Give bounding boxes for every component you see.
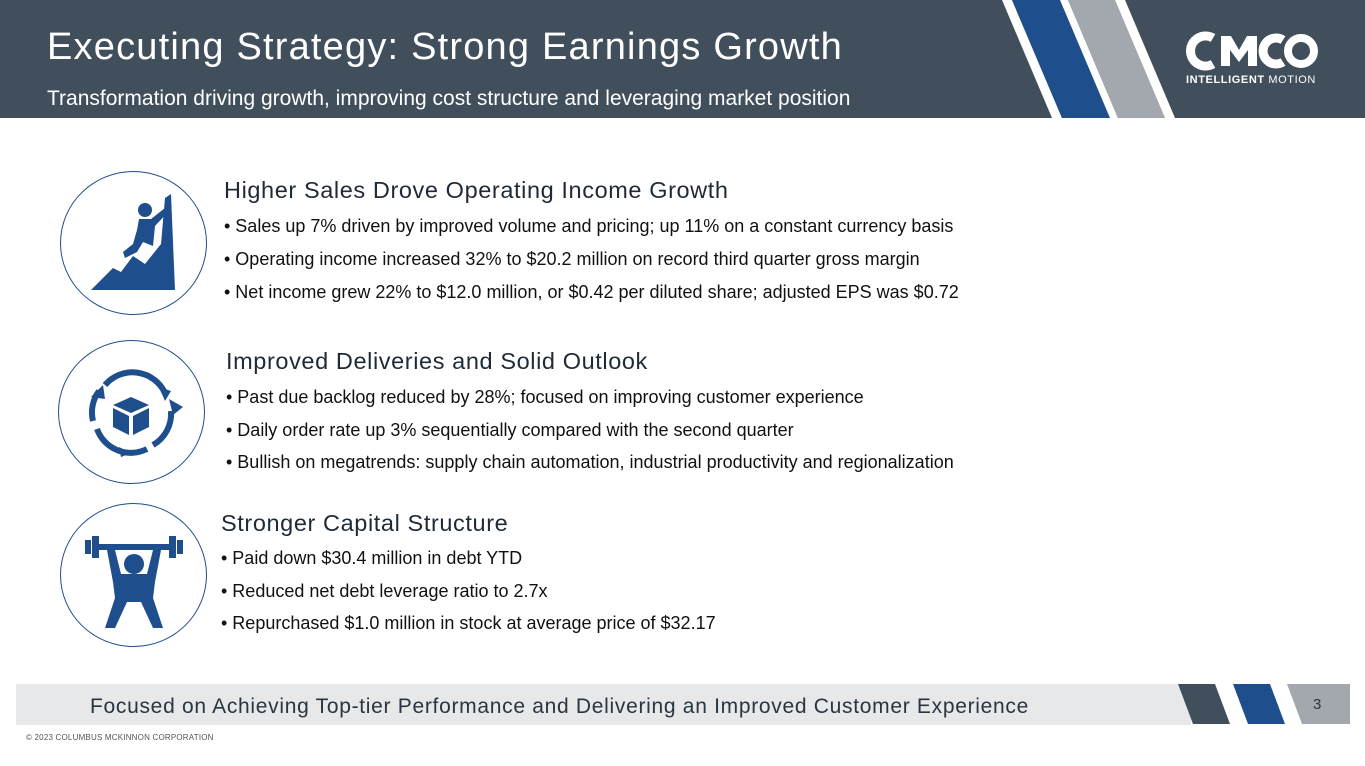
cmco-logo-mark: [1186, 31, 1318, 71]
bullet-item: • Repurchased $1.0 million in stock at a…: [221, 613, 716, 633]
footer-band: [16, 684, 1191, 725]
climber-icon: [91, 194, 175, 290]
page-title: Executing Strategy: Strong Earnings Grow…: [47, 26, 844, 68]
copyright-notice: © 2023 COLUMBUS MCKINNON CORPORATION: [26, 733, 214, 742]
bullet-item: • Bullish on megatrends: supply chain au…: [226, 452, 954, 472]
bullet-item: • Net income grew 22% to $12.0 million, …: [224, 282, 959, 302]
cmco-logo: INTELLIGENT MOTION: [1183, 30, 1323, 90]
climber-icon-circle: [60, 171, 207, 315]
bullet-item: • Paid down $30.4 million in debt YTD: [221, 548, 523, 568]
header-stripes: [1002, 0, 1175, 118]
page-subtitle: Transformation driving growth, improving…: [47, 87, 851, 110]
bullet-item: • Sales up 7% driven by improved volume …: [224, 216, 954, 236]
section-title: Improved Deliveries and Solid Outlook: [226, 348, 648, 374]
slide-header: Executing Strategy: Strong Earnings Grow…: [0, 0, 1365, 118]
footer-tagline: Focused on Achieving Top-tier Performanc…: [90, 695, 1029, 718]
page-number: 3: [1313, 696, 1322, 713]
weightlifter-icon-circle: [60, 503, 207, 647]
logo-tagline: INTELLIGENT MOTION: [1186, 74, 1316, 86]
section-title: Higher Sales Drove Operating Income Grow…: [224, 177, 729, 203]
bullet-item: • Operating income increased 32% to $20.…: [224, 249, 920, 269]
weightlifter-icon: [85, 536, 183, 628]
bullet-item: • Past due backlog reduced by 28%; focus…: [226, 387, 864, 407]
section-title: Stronger Capital Structure: [221, 510, 509, 536]
bullet-item: • Daily order rate up 3% sequentially co…: [226, 420, 794, 440]
bullet-item: • Reduced net debt leverage ratio to 2.7…: [221, 581, 548, 601]
box-cycle-icon: [88, 369, 183, 457]
box-cycle-icon-circle: [58, 340, 205, 484]
